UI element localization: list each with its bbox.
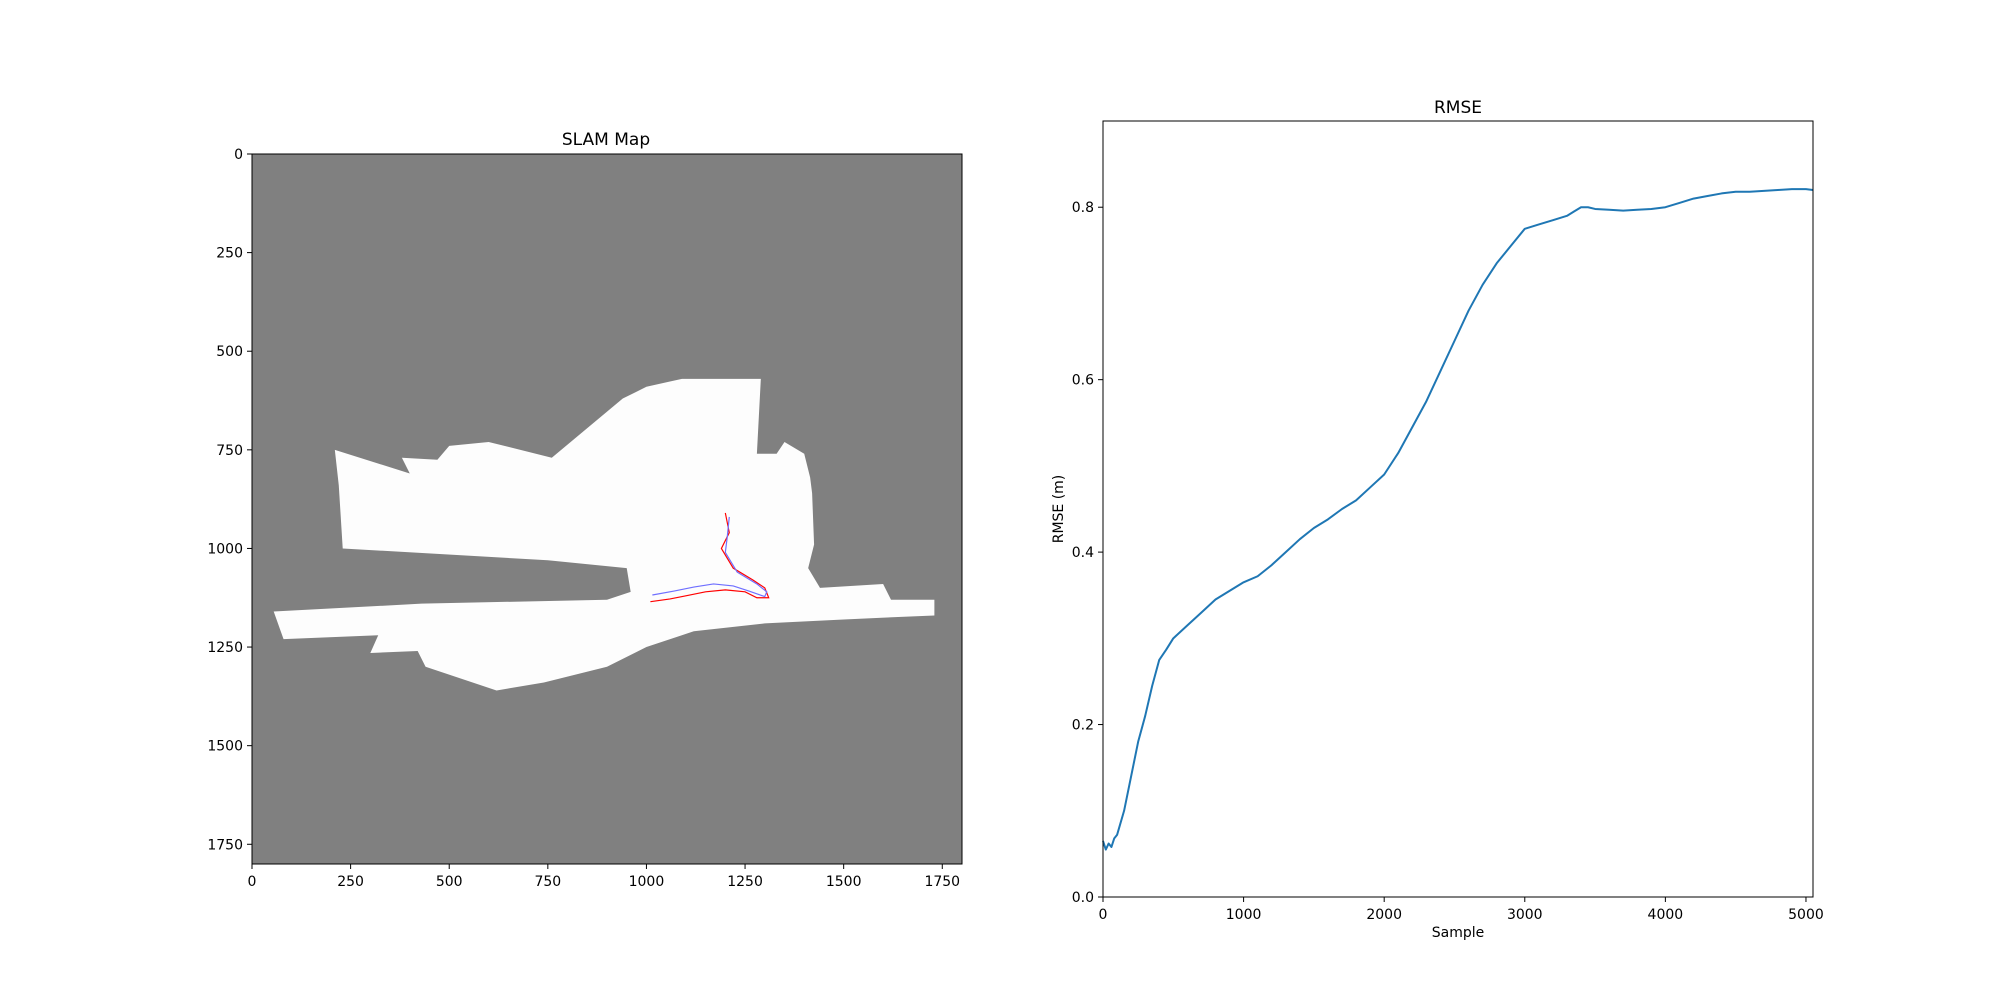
slam-map-y-tick-label: 0: [234, 147, 243, 163]
rmse-x-tick-label: 0: [1099, 907, 1108, 923]
slam-map-x-tick-label: 1500: [826, 874, 862, 890]
rmse-x-tick-label: 3000: [1507, 907, 1543, 923]
rmse-y-tick-label: 0.8: [1072, 200, 1094, 216]
rmse-series-line-1: [1102, 188, 1814, 851]
slam-map-y-tick-label: 500: [216, 344, 243, 360]
slam-map-title: SLAM Map: [562, 130, 650, 150]
slam-map-panel: SLAM Map 0 250 500 750 1000 1250 1500 1750 0 250…: [207, 130, 963, 890]
map-path-1: [650, 512, 770, 603]
rmse-y-axis-label: RMSE (m): [1051, 475, 1067, 544]
slam-map-x-tick-label: 500: [436, 874, 463, 890]
slam-map-y-tick-label: 1250: [207, 640, 243, 656]
rmse-x-tick-label: 1000: [1226, 907, 1262, 923]
slam-map-x-tick-label: 1000: [629, 874, 665, 890]
map-free-space: [273, 378, 935, 691]
rmse-frame: [1102, 120, 1814, 898]
slam-map-frame: [251, 153, 963, 865]
rmse-y-ticks: 0.0 0.2 0.4 0.6 0.8: [1072, 200, 1103, 906]
rmse-y-tick-label: 0.2: [1072, 718, 1094, 734]
slam-map-x-ticks: 0 250 500 750 1000 1250 1500 1750: [248, 864, 960, 890]
rmse-x-tick-label: 2000: [1366, 907, 1402, 923]
slam-map-y-tick-label: 250: [216, 246, 243, 262]
rmse-title: RMSE: [1434, 98, 1482, 118]
rmse-panel: RMSE 0 1000 2000 3000 4000 5000 0.00.20.40.60…: [1051, 98, 1824, 941]
slam-map-y-ticks: 0 250 500 750 1000 1250 1500 1750: [207, 147, 252, 853]
slam-map-plot-area: [252, 154, 962, 864]
slam-map-y-tick-label: 1750: [207, 837, 243, 853]
slam-map-y-tick-label: 750: [216, 443, 243, 459]
map-paths: [650, 512, 770, 603]
slam-map-y-tick-label: 1000: [207, 541, 243, 557]
rmse-y-tick-label: 0.6: [1072, 373, 1094, 389]
slam-map-y-tick-label: 1500: [207, 739, 243, 755]
rmse-y-tick-label: 0.4: [1072, 545, 1094, 561]
slam-map-x-tick-label: 1750: [924, 874, 960, 890]
slam-map-x-tick-label: 750: [534, 874, 561, 890]
rmse-x-tick-label: 4000: [1648, 907, 1684, 923]
slam-map-x-tick-label: 250: [337, 874, 364, 890]
slam-map-x-tick-label: 0: [248, 874, 257, 890]
rmse-y-tick-label: 0.0: [1072, 890, 1094, 906]
rmse-x-axis-label: Sample: [1432, 925, 1485, 941]
rmse-series-group: [1102, 188, 1814, 851]
map-path-2: [652, 516, 768, 598]
rmse-x-ticks: 0 1000 2000 3000 4000 5000: [1099, 897, 1824, 923]
rmse-x-tick-label: 5000: [1788, 907, 1824, 923]
slam-map-x-tick-label: 1250: [727, 874, 763, 890]
